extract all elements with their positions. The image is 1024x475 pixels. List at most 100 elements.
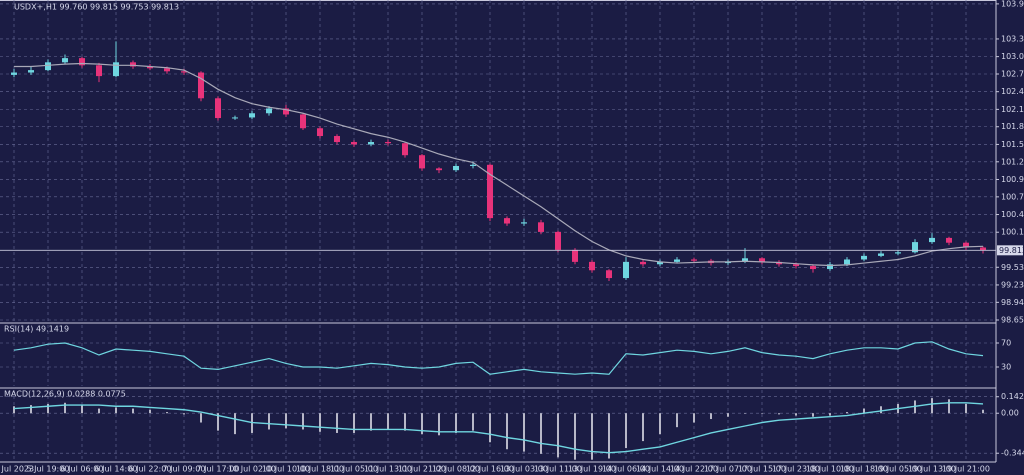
last-price-tag <box>997 245 1023 256</box>
candle-body <box>657 261 663 265</box>
candle-body <box>62 58 68 63</box>
y-tick-label: 101.290 <box>1001 157 1024 166</box>
x-tick-label: 14 Jul 14:00 <box>636 465 684 474</box>
candle-body <box>402 143 408 156</box>
macd-bar <box>761 413 763 414</box>
candle-body <box>844 259 850 265</box>
macd-bar <box>370 413 372 431</box>
macd-bar <box>863 408 865 414</box>
macd-bar <box>880 406 882 414</box>
candle-body <box>232 117 238 119</box>
x-tick-label: 5 Jul 19:00 <box>27 465 70 474</box>
macd-bar <box>710 413 712 420</box>
candle-body <box>878 253 884 256</box>
candle-body <box>419 155 425 169</box>
x-tick-label: 6 Jul 06:00 <box>61 465 104 474</box>
x-tick-label: 12 Jul 08:00 <box>432 465 480 474</box>
candle-body <box>538 222 544 232</box>
y-tick-label: 102.165 <box>1001 105 1024 114</box>
macd-bar <box>574 413 576 460</box>
candle-body <box>334 136 340 143</box>
candle-body <box>606 270 612 279</box>
macd-bar <box>523 413 525 452</box>
candle-body <box>453 165 459 171</box>
x-tick-label: 6 Jul 14:00 <box>95 465 138 474</box>
x-tick-label: 6 Jul 22:00 <box>129 465 172 474</box>
x-tick-label: 10 Jul 02:00 <box>228 465 276 474</box>
y-tick-label: 103.045 <box>1001 52 1024 61</box>
x-tick-label: 14 Jul 06:00 <box>602 465 650 474</box>
macd-bar <box>812 413 814 417</box>
x-tick-label: 13 Jul 11:00 <box>534 465 582 474</box>
macd-bar <box>982 409 984 414</box>
macd-bar <box>387 413 389 430</box>
moving-average <box>14 62 984 267</box>
macd-bar <box>778 413 780 415</box>
macd-bar <box>268 413 270 430</box>
candle-body <box>691 259 697 261</box>
candle-body <box>861 255 867 260</box>
macd-bar <box>846 412 848 414</box>
candle-body <box>759 258 765 262</box>
candle-body <box>980 247 986 251</box>
y-tick-label: 70 <box>1001 339 1011 348</box>
macd-bar <box>234 413 236 435</box>
candle-body <box>300 114 306 129</box>
candle-body <box>946 237 952 243</box>
candle-body <box>11 72 17 75</box>
x-tick-label: 5 Jul 2023 <box>0 465 34 474</box>
x-tick-label: 19 Jul 13:00 <box>908 465 956 474</box>
candle-body <box>827 264 833 270</box>
macd-bar <box>489 413 491 443</box>
x-tick-label: 18 Jul 18:00 <box>840 465 888 474</box>
macd-bar <box>438 413 440 436</box>
candle-body <box>504 218 510 224</box>
macd-bar <box>608 413 610 459</box>
macd-bar <box>965 403 967 414</box>
y-tick-label: 102.755 <box>1001 70 1024 79</box>
candle-body <box>164 68 170 72</box>
macd-bar <box>285 413 287 429</box>
y-tick-label: 99.235 <box>1001 280 1024 289</box>
macd-bar <box>472 413 474 431</box>
candle-body <box>317 128 323 137</box>
candle-body <box>368 142 374 145</box>
x-tick-label: 13 Jul 19:00 <box>568 465 616 474</box>
candle-body <box>198 72 204 99</box>
candle-body <box>351 142 357 145</box>
y-tick-label: -0.3444 <box>1001 449 1024 458</box>
macd-bar <box>13 406 15 414</box>
candle-body <box>130 62 136 67</box>
candle-body <box>249 113 255 118</box>
x-tick-label: 7 Jul 09:00 <box>163 465 206 474</box>
macd-bar <box>166 412 168 414</box>
candle-body <box>487 164 493 219</box>
macd-bar <box>557 413 559 458</box>
macd-bar <box>200 413 202 423</box>
y-tick-label: 100.115 <box>1001 228 1024 237</box>
candle-body <box>113 62 119 77</box>
x-tick-label: 14 Jul 22:00 <box>670 465 718 474</box>
macd-title: MACD(12,26,9) 0.0288 0.0775 <box>4 390 126 399</box>
candle-body <box>793 264 799 267</box>
x-tick-label: 17 Jul 07:00 <box>704 465 752 474</box>
rsi-line <box>13 341 984 375</box>
candle-body <box>215 98 221 119</box>
macd-bar <box>931 398 933 414</box>
macd-bar <box>676 413 678 428</box>
x-tick-label: 12 Jul 16:00 <box>466 465 514 474</box>
y-tick-label: 103.925 <box>1001 0 1024 8</box>
candle-body <box>912 242 918 253</box>
rsi-title: RSI(14) 49.1419 <box>4 325 69 334</box>
y-tick-label: 98.650 <box>1001 316 1024 325</box>
candle-body <box>79 58 85 66</box>
macd-bar <box>115 407 117 414</box>
y-tick-label: 100.410 <box>1001 210 1024 219</box>
candle-body <box>929 237 935 243</box>
y-tick-label: 30 <box>1001 363 1011 372</box>
x-tick-label: 17 Jul 15:00 <box>738 465 786 474</box>
macd-bar <box>149 409 151 414</box>
macd-bar <box>625 413 627 449</box>
candle-body <box>521 222 527 224</box>
